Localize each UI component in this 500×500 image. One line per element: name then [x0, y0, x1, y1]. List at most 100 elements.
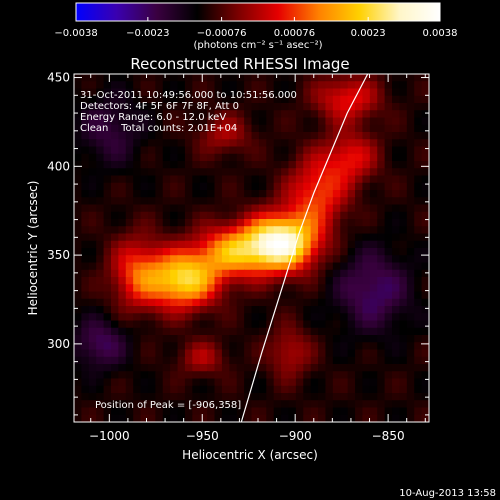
heatmap-cell	[303, 182, 312, 191]
heatmap-cell	[369, 385, 378, 394]
heatmap-cell	[125, 393, 134, 401]
info-detectors: Detectors: 4F 5F 6F 7F 8F, Att 0	[80, 101, 239, 112]
heatmap-cell	[347, 219, 356, 227]
heatmap-cell	[288, 146, 297, 155]
heatmap-cell	[399, 335, 408, 343]
heatmap-cell	[273, 414, 282, 422]
heatmap-cell	[414, 335, 423, 343]
heatmap-cell	[362, 132, 371, 140]
heatmap-cell	[162, 110, 171, 119]
heatmap-cell	[355, 226, 364, 235]
heatmap-cell	[96, 313, 105, 322]
heatmap-cell	[207, 132, 216, 140]
heatmap-cell	[236, 95, 245, 104]
heatmap-cell	[273, 277, 282, 285]
heatmap-cell	[392, 204, 401, 213]
heatmap-cell	[177, 407, 186, 416]
heatmap-cell	[362, 327, 371, 336]
heatmap-cell	[288, 175, 297, 184]
heatmap-cell	[177, 269, 186, 278]
heatmap-cell	[74, 277, 82, 285]
heatmap-cell	[118, 153, 127, 162]
heatmap-cell	[340, 153, 349, 162]
heatmap-cell	[399, 81, 408, 90]
heatmap-cell	[244, 226, 253, 235]
heatmap-cell	[414, 103, 423, 111]
heatmap-cell	[221, 327, 230, 336]
heatmap-cell	[384, 378, 393, 387]
heatmap-cell	[340, 182, 349, 191]
heatmap-cell	[88, 284, 97, 293]
heatmap-cell	[103, 204, 112, 213]
heatmap-cell	[221, 110, 230, 119]
heatmap-cell	[362, 298, 371, 307]
heatmap-cell	[244, 211, 253, 220]
heatmap-cell	[310, 393, 319, 401]
heatmap-cell	[214, 407, 223, 416]
heatmap-cell	[184, 204, 193, 213]
heatmap-cell	[340, 211, 349, 220]
heatmap-cell	[81, 284, 90, 293]
heatmap-cell	[295, 284, 304, 293]
heatmap-cell	[221, 262, 230, 271]
heatmap-cell	[414, 139, 423, 148]
heatmap-cell	[251, 161, 260, 169]
heatmap-cell	[147, 269, 156, 278]
heatmap-cell	[421, 81, 429, 90]
heatmap-cell	[140, 414, 149, 422]
heatmap-cell	[221, 284, 230, 293]
heatmap-cell	[74, 342, 82, 351]
heatmap-cell	[192, 190, 201, 198]
heatmap-cell	[347, 385, 356, 394]
heatmap-cell	[236, 197, 245, 206]
heatmap-cell	[332, 197, 341, 206]
heatmap-cell	[355, 327, 364, 336]
heatmap-cell	[266, 400, 275, 409]
heatmap-cell	[170, 393, 179, 401]
heatmap-cell	[221, 161, 230, 169]
heatmap-cell	[81, 356, 90, 365]
heatmap-cell	[236, 132, 245, 140]
heatmap-cell	[273, 211, 282, 220]
heatmap-cell	[221, 356, 230, 365]
heatmap-cell	[273, 74, 282, 82]
heatmap-cell	[229, 298, 238, 307]
heatmap-cell	[421, 190, 429, 198]
heatmap-cell	[340, 175, 349, 184]
heatmap-cell	[310, 277, 319, 285]
heatmap-cell	[103, 168, 112, 177]
heatmap-cell	[318, 233, 327, 242]
heatmap-cell	[103, 88, 112, 97]
heatmap-cell	[133, 262, 142, 271]
heatmap-cell	[244, 298, 253, 307]
heatmap-cell	[170, 175, 179, 184]
heatmap-cell	[295, 88, 304, 97]
heatmap-cell	[325, 103, 334, 111]
heatmap-cell	[266, 226, 275, 235]
heatmap-cell	[214, 320, 223, 329]
heatmap-cell	[273, 103, 282, 111]
heatmap-cell	[184, 110, 193, 119]
heatmap-cell	[273, 306, 282, 314]
heatmap-cell	[251, 327, 260, 336]
heatmap-cell	[162, 378, 171, 387]
heatmap-cell	[110, 117, 119, 126]
heatmap-cell	[207, 364, 216, 372]
heatmap-cell	[392, 197, 401, 206]
heatmap-cell	[377, 161, 386, 169]
heatmap-cell	[170, 132, 179, 140]
heatmap-cell	[118, 240, 127, 249]
heatmap-cell	[192, 298, 201, 307]
heatmap-cell	[74, 320, 82, 329]
heatmap-cell	[332, 139, 341, 148]
heatmap-cell	[192, 400, 201, 409]
heatmap-cell	[88, 146, 97, 155]
heatmap-cell	[281, 320, 290, 329]
heatmap-cell	[110, 175, 119, 184]
heatmap-cell	[406, 132, 415, 140]
heatmap-cell	[162, 400, 171, 409]
heatmap-cell	[281, 327, 290, 336]
heatmap-cell	[325, 371, 334, 380]
heatmap-cell	[110, 320, 119, 329]
heatmap-cell	[295, 204, 304, 213]
